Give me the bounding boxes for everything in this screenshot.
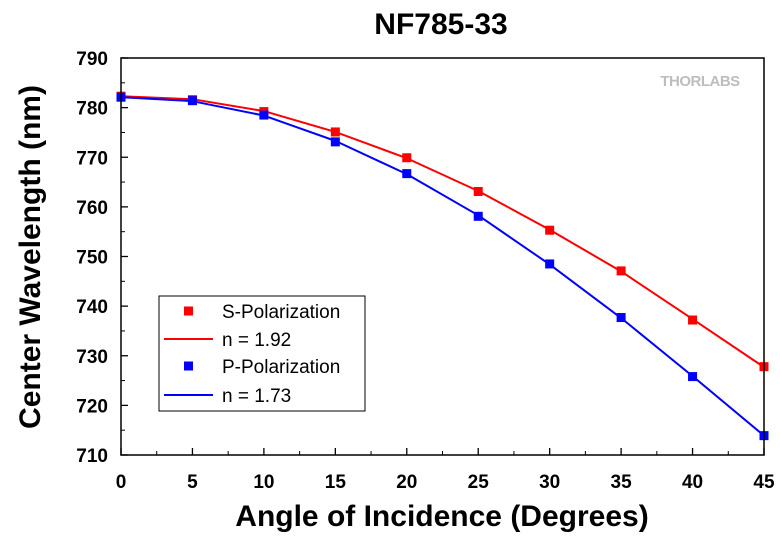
y-axis: 710 720 730 740 750 760 770 780 790	[76, 49, 128, 467]
legend-label-n-1-92: n = 1.92	[222, 330, 291, 351]
legend-label-s-polarization: S-Polarization	[222, 302, 340, 323]
y-axis-title: Center Wavelength (nm)	[14, 85, 47, 429]
x-axis: 0 5 10 15 20 25 30 35 40 45	[116, 448, 775, 493]
x-tick-label: 30	[539, 472, 560, 493]
s-polarization-point	[545, 225, 555, 235]
p-polarization-point	[688, 372, 698, 382]
x-axis-title: Angle of Incidence (Degrees)	[235, 500, 648, 533]
p-polarization-point	[402, 169, 412, 179]
x-tick-label: 0	[116, 472, 127, 493]
legend-label-p-polarization: P-Polarization	[222, 357, 340, 378]
chart-title: NF785-33	[374, 8, 507, 41]
y-tick-label: 710	[76, 446, 108, 467]
x-tick-label: 15	[325, 472, 347, 493]
x-tick-label: 35	[611, 472, 633, 493]
s-polarization-point	[402, 153, 412, 163]
y-tick-label: 730	[76, 347, 108, 368]
p-polarization-point	[545, 259, 555, 269]
logo: THORLABS	[660, 73, 740, 90]
y-tick-label: 720	[76, 396, 108, 417]
y-tick-label: 790	[76, 49, 108, 70]
s-polarization-point	[330, 127, 340, 137]
y-tick-label: 740	[76, 297, 108, 318]
legend-box	[158, 295, 366, 412]
y-tick-label: 750	[76, 248, 108, 269]
p-polarization-point	[259, 110, 269, 120]
legend: S-Polarization n = 1.92 P-Polarization n = …	[158, 295, 366, 412]
x-tick-label: 45	[753, 472, 775, 493]
x-tick-label: 5	[187, 472, 198, 493]
s-polarization-point	[688, 315, 698, 325]
x-tick-label: 25	[468, 472, 490, 493]
s-polarization-point	[616, 266, 626, 276]
s-polarization-point	[473, 186, 483, 196]
legend-marker-p-polarization	[184, 361, 193, 371]
p-polarization-point	[330, 137, 340, 147]
p-polarization-point	[187, 96, 197, 106]
legend-marker-s-polarization	[184, 306, 193, 316]
p-polarization-point	[616, 313, 626, 323]
y-tick-label: 760	[76, 198, 108, 219]
p-polarization-point	[473, 211, 483, 221]
x-tick-label: 20	[396, 472, 417, 493]
y-tick-label: 780	[76, 99, 108, 120]
logo-text: THORLABS	[660, 73, 740, 90]
x-tick-label: 10	[253, 472, 274, 493]
fit-line-n-1-92	[120, 95, 765, 368]
legend-label-n-1-73: n = 1.73	[222, 386, 291, 407]
y-tick-label: 770	[76, 148, 108, 169]
fit-line-n-1-73	[120, 96, 765, 437]
x-tick-label: 40	[682, 472, 703, 493]
